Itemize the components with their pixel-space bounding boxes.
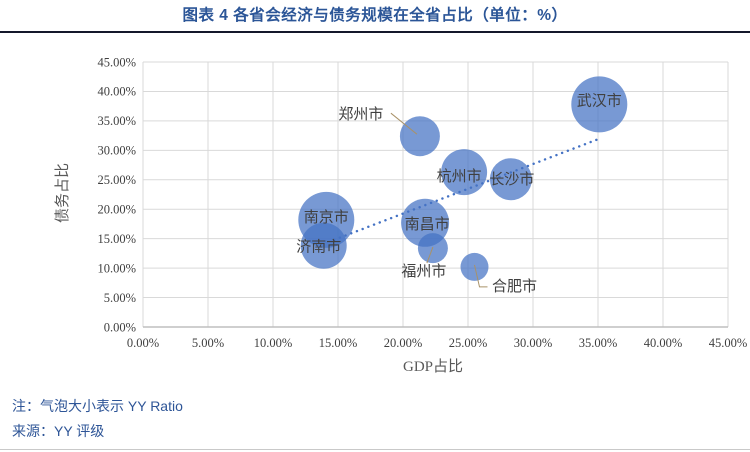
bubble-chart: 0.00% 5.00% 10.00% 15.00% 20.00% 25.00% 30.00%… bbox=[54, 55, 748, 375]
y-tick-label: 30.00% bbox=[97, 144, 136, 158]
figure-title: 图表 4 各省会经济与债务规模在全省占比（单位：%） bbox=[182, 7, 568, 24]
y-tick-label: 35.00% bbox=[97, 114, 136, 128]
x-tick-label: 5.00% bbox=[192, 336, 224, 350]
point-label-changsha: 长沙市 bbox=[489, 171, 534, 188]
x-tick-label: 0.00% bbox=[127, 336, 159, 350]
x-tick-label: 45.00% bbox=[709, 336, 748, 350]
bubble-zhengzhou bbox=[399, 116, 440, 157]
bubble-jinan bbox=[300, 222, 347, 269]
leader-line-fuzhou bbox=[426, 246, 434, 264]
trendline bbox=[332, 138, 598, 242]
y-axis-title: 债务占比 bbox=[54, 163, 71, 223]
point-label-fuzhou: 福州市 bbox=[401, 263, 446, 280]
point-label-nanjing: 南京市 bbox=[304, 209, 349, 226]
bubble-wuhan bbox=[571, 76, 628, 133]
x-axis-title: GDP占比 bbox=[403, 358, 463, 375]
y-tick-label: 45.00% bbox=[97, 55, 136, 69]
x-tick-label: 35.00% bbox=[579, 336, 618, 350]
point-label-hefei: 合肥市 bbox=[492, 278, 537, 295]
x-tick-label: 30.00% bbox=[514, 336, 553, 350]
point-label-jinan: 济南市 bbox=[296, 239, 341, 256]
leader-line-zhengzhou bbox=[390, 112, 418, 135]
y-tick-label: 40.00% bbox=[97, 85, 136, 99]
y-tick-label: 25.00% bbox=[97, 173, 136, 187]
x-tick-label: 10.00% bbox=[254, 336, 293, 350]
point-label-nanchang: 南昌市 bbox=[405, 216, 450, 233]
title-divider bbox=[0, 31, 750, 33]
y-tick-label: 20.00% bbox=[97, 203, 136, 217]
y-tick-label: 15.00% bbox=[97, 232, 136, 246]
leader-line-hefei bbox=[474, 264, 488, 288]
x-tick-label: 40.00% bbox=[644, 336, 683, 350]
y-tick-label: 5.00% bbox=[104, 291, 136, 305]
note-line: 注：气泡大小表示 YY Ratio bbox=[12, 398, 183, 414]
point-label-hangzhou: 杭州市 bbox=[437, 168, 482, 185]
bottom-divider bbox=[0, 449, 750, 450]
x-tick-label: 25.00% bbox=[449, 336, 488, 350]
y-tick-label: 10.00% bbox=[97, 261, 136, 275]
point-label-zhengzhou: 郑州市 bbox=[338, 106, 383, 123]
x-tick-label: 20.00% bbox=[384, 336, 423, 350]
x-tick-label: 15.00% bbox=[319, 336, 358, 350]
bubble-hangzhou bbox=[441, 149, 488, 196]
source-line: 来源：YY 评级 bbox=[12, 423, 105, 439]
point-label-wuhan: 武汉市 bbox=[577, 92, 622, 109]
y-tick-label: 0.00% bbox=[104, 320, 136, 334]
